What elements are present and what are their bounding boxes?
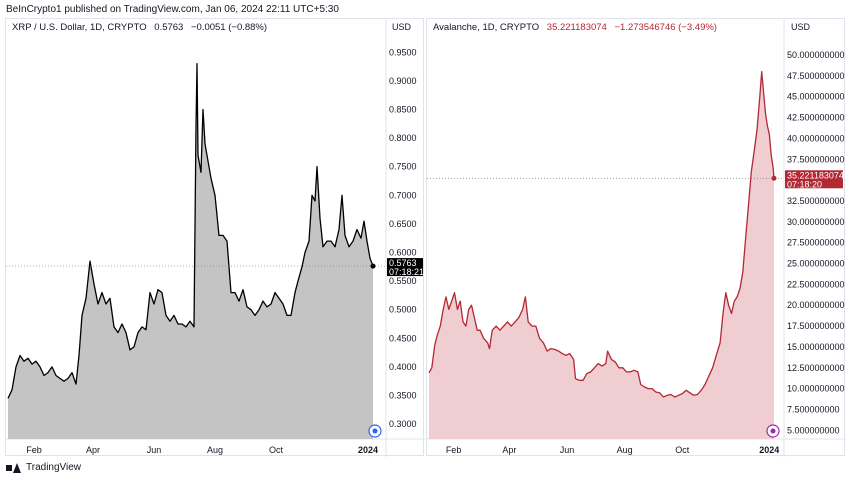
xrp-chart-panel[interactable]: XRP / U.S. Dollar, 1D, CRYPTO 0.5763 −0.… [5,18,425,457]
last-price-badge [387,258,423,277]
avax-chart-panel[interactable]: Avalanche, 1D, CRYPTO 35.221183074 −1.27… [426,18,846,457]
lightning-icon[interactable] [766,424,780,438]
price-tick-label: 0.7500 [389,162,417,172]
avax-change: −1.273546746 (−3.49%) [614,22,717,33]
time-tick-label: Jun [147,445,162,455]
price-tick-label: 0.6500 [389,219,417,229]
last-price-badge [785,170,843,189]
price-area-fill [8,63,373,439]
price-tick-label: 27.500000000 [787,238,845,248]
last-price-dot [771,175,777,181]
time-tick-label: 2024 [759,445,779,455]
replay-icon[interactable] [368,424,382,438]
time-tick-label: Oct [675,445,690,455]
time-tick-label: Apr [86,445,100,455]
price-tick-label: 10.000000000 [787,384,845,394]
price-tick-label: 30.000000000 [787,217,845,227]
price-tick-label: 0.4000 [389,362,417,372]
time-tick-label: Oct [269,445,284,455]
avax-legend: Avalanche, 1D, CRYPTO 35.221183074 −1.27… [433,22,717,33]
tradingview-logo-icon [6,462,22,473]
price-tick-label: 0.8000 [389,133,417,143]
price-area-fill [429,71,774,439]
price-tick-label: 17.500000000 [787,321,845,331]
price-tick-label: 0.5500 [389,276,417,286]
last-price-badge-value: 35.221183074 [787,170,844,180]
time-tick-label: Aug [207,445,223,455]
price-tick-label: 0.8500 [389,105,417,115]
price-tick-label: 20.000000000 [787,300,845,310]
time-tick-label: Feb [446,445,462,455]
last-price-dot [370,263,376,269]
avax-price-chart[interactable]: 50.000000000 47.500000000 45.000000000 42.5… [427,19,846,457]
price-tick-label: 47.500000000 [787,71,845,81]
price-tick-label: 0.7000 [389,190,417,200]
price-tick-label: 7.500000000 [787,404,840,414]
xrp-currency-label: USD [392,22,412,32]
xrp-change: −0.0051 (−0.88%) [190,22,268,33]
price-tick-label: 22.500000000 [787,279,845,289]
price-tick-label: 15.000000000 [787,342,845,352]
xrp-price: 0.5763 [154,22,184,33]
price-tick-label: 0.3000 [389,419,417,429]
price-tick-label: 32.500000000 [787,196,845,206]
footer: TradingView [6,462,81,473]
xrp-price-chart[interactable]: 0.9500 0.9000 0.8500 0.8000 0.7500 0.7000 0.65… [6,19,425,457]
price-tick-label: 0.9500 [389,47,417,57]
time-tick-label: Aug [617,445,633,455]
price-line [428,71,775,398]
xrp-legend: XRP / U.S. Dollar, 1D, CRYPTO 0.5763 −0.… [12,22,267,33]
last-price-badge-value: 0.5763 [389,258,417,268]
price-tick-label: 0.6000 [389,248,417,258]
time-tick-label: 2024 [358,445,378,455]
price-tick-label: 25.000000000 [787,259,845,269]
price-tick-label: 0.5000 [389,305,417,315]
footer-brand: TradingView [26,462,82,473]
publish-credit: BeInCrypto1 published on TradingView.com… [6,4,339,15]
price-tick-label: 0.4500 [389,333,417,343]
avax-price: 35.221183074 [546,22,607,33]
price-tick-label: 50.000000000 [787,50,845,60]
avax-symbol-name: Avalanche, 1D, CRYPTO [433,22,540,33]
xrp-symbol-name: XRP / U.S. Dollar, 1D, CRYPTO [12,22,147,33]
price-tick-label: 5.000000000 [787,425,840,435]
time-tick-label: Feb [26,445,42,455]
countdown-timer: 07:18:20 [787,179,822,189]
price-tick-label: 37.500000000 [787,154,845,164]
time-tick-label: Jun [560,445,575,455]
price-tick-label: 0.9000 [389,76,417,86]
price-tick-label: 12.500000000 [787,363,845,373]
avax-currency-label: USD [791,22,811,32]
price-tick-label: 42.500000000 [787,113,845,123]
countdown-timer: 07:18:21 [389,267,424,277]
price-tick-label: 0.3500 [389,391,417,401]
price-tick-label: 45.000000000 [787,92,845,102]
time-tick-label: Apr [502,445,516,455]
price-tick-label: 40.000000000 [787,133,845,143]
price-line [7,63,374,399]
